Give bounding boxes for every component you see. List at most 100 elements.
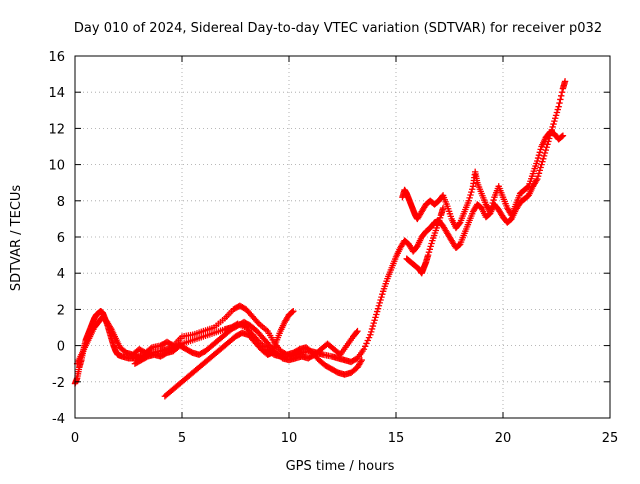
data-point <box>557 96 564 103</box>
data-point <box>363 340 370 347</box>
y-tick-label: 8 <box>57 195 65 210</box>
data-point <box>543 144 550 151</box>
data-point <box>290 308 297 315</box>
data-point <box>367 328 375 336</box>
x-tick-label: 0 <box>71 431 79 446</box>
data-point <box>537 146 544 153</box>
y-tick-label: -2 <box>52 376 65 391</box>
data-point <box>559 132 567 139</box>
data-point <box>368 325 376 333</box>
y-tick-label: 0 <box>57 340 65 355</box>
data-point <box>254 319 261 326</box>
x-tick-label: 5 <box>178 431 186 446</box>
data-point <box>556 99 563 107</box>
data-point <box>107 324 114 332</box>
data-point <box>377 296 384 304</box>
data-point <box>468 186 476 193</box>
data-point <box>426 246 434 253</box>
data-point <box>425 249 433 256</box>
chart-title: Day 010 of 2024, Sidereal Day-to-day VTE… <box>74 21 602 36</box>
data-point <box>537 164 544 171</box>
data-point <box>466 194 473 202</box>
data-point <box>361 343 369 350</box>
data-point <box>468 188 475 196</box>
data-point <box>552 115 559 122</box>
data-point <box>374 305 382 312</box>
data-point <box>558 133 566 140</box>
data-point <box>424 251 432 259</box>
data-point <box>465 197 472 204</box>
axis-ticks: 0 5 10 15 20 25 -4 -2 0 2 4 6 8 10 12 14 16 <box>48 50 618 446</box>
x-tick-label: 20 <box>495 431 512 446</box>
data-point <box>456 220 463 227</box>
data-point <box>541 149 549 157</box>
data-point <box>534 157 541 165</box>
x-axis-label: GPS time / hours <box>286 459 395 474</box>
data-point <box>542 146 549 154</box>
y-tick-label: 16 <box>48 50 65 65</box>
data-point <box>550 120 557 128</box>
y-tick-label: 10 <box>48 159 65 174</box>
data-point <box>490 196 497 204</box>
data-point <box>540 155 547 163</box>
data-point <box>533 177 540 184</box>
data-point <box>551 117 558 125</box>
grid-lines <box>75 56 610 418</box>
y-tick-label: -4 <box>52 412 65 427</box>
data-point <box>555 103 562 110</box>
data-point <box>379 290 386 298</box>
x-tick-label: 15 <box>388 431 405 446</box>
data-point <box>289 308 296 316</box>
data-point <box>369 322 377 330</box>
data-point <box>467 191 474 199</box>
x-tick-label: 25 <box>602 431 619 446</box>
data-point <box>534 175 541 183</box>
data-point <box>489 199 496 207</box>
data-point <box>427 243 434 250</box>
data-point <box>561 78 569 85</box>
data-point <box>375 302 383 309</box>
data-point <box>373 311 380 318</box>
data-point <box>488 202 496 210</box>
y-tick-label: 12 <box>48 122 65 137</box>
data-point <box>486 208 494 215</box>
data-point <box>535 170 543 177</box>
data-point <box>439 204 447 212</box>
data-point <box>428 240 435 247</box>
data-point <box>376 299 383 307</box>
data-point <box>373 308 381 315</box>
data-point <box>360 346 368 353</box>
data-point <box>354 327 361 335</box>
data-point <box>371 317 378 324</box>
data-point <box>524 183 532 191</box>
data-point <box>554 106 561 113</box>
data-point <box>357 358 365 365</box>
x-tick-label: 10 <box>281 431 298 446</box>
data-point <box>558 89 566 96</box>
data-point <box>365 334 373 341</box>
data-point <box>364 337 371 344</box>
data-point <box>168 341 176 349</box>
data-point <box>558 92 565 100</box>
data-point <box>370 319 377 327</box>
y-tick-label: 14 <box>48 86 65 101</box>
data-point <box>552 112 560 119</box>
data-point <box>147 345 154 352</box>
data-point <box>535 151 543 159</box>
y-tick-label: 2 <box>57 303 65 318</box>
data-point <box>553 109 561 116</box>
data-point <box>378 293 385 301</box>
data-point <box>539 158 546 165</box>
data-point <box>534 154 542 162</box>
data-point <box>536 167 544 174</box>
data-point <box>353 329 360 336</box>
data-point <box>487 205 495 212</box>
y-axis-label: SDTVAR / TECUs <box>9 185 24 292</box>
data-points <box>71 78 569 400</box>
y-tick-label: 4 <box>57 267 65 282</box>
data-point <box>372 314 379 321</box>
data-point <box>367 331 374 338</box>
data-point <box>549 123 556 131</box>
data-point <box>534 172 542 180</box>
